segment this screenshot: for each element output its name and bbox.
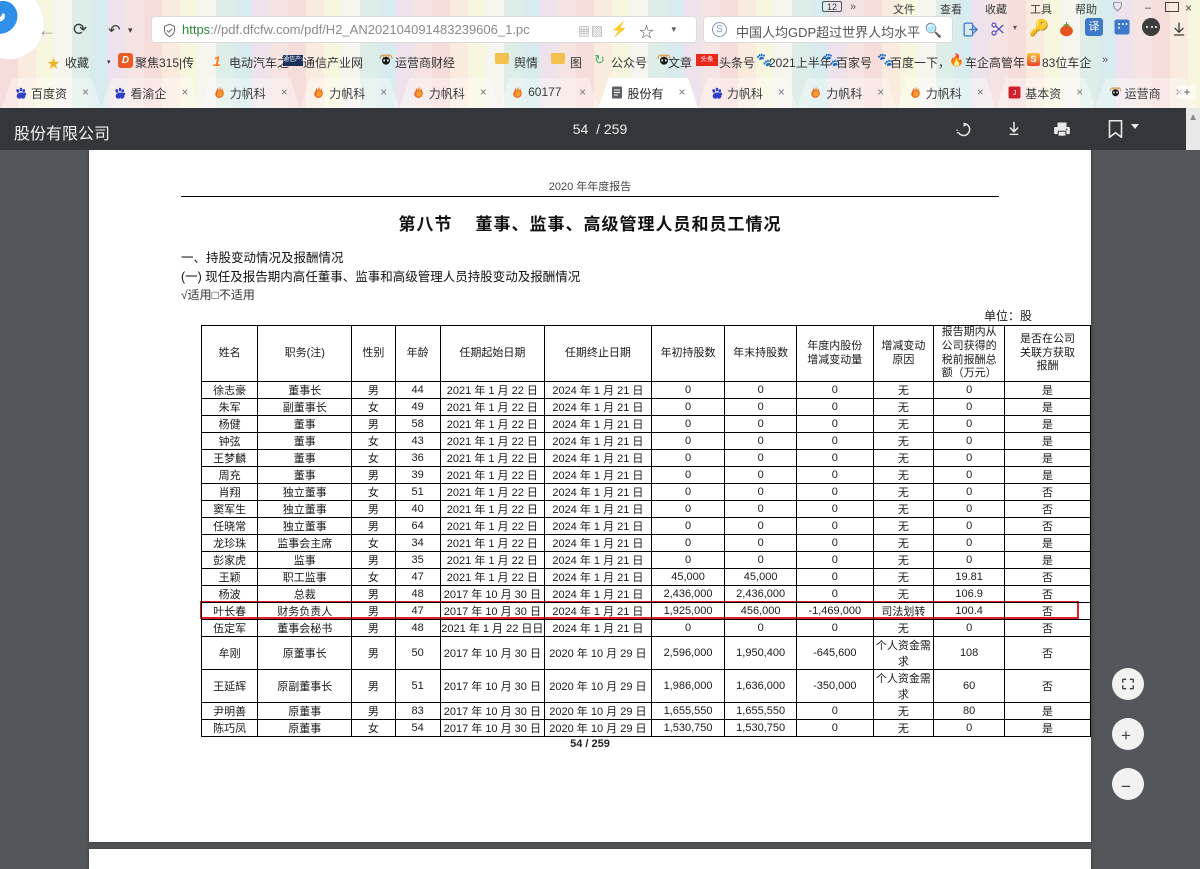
svg-text:J: J <box>1013 90 1017 97</box>
